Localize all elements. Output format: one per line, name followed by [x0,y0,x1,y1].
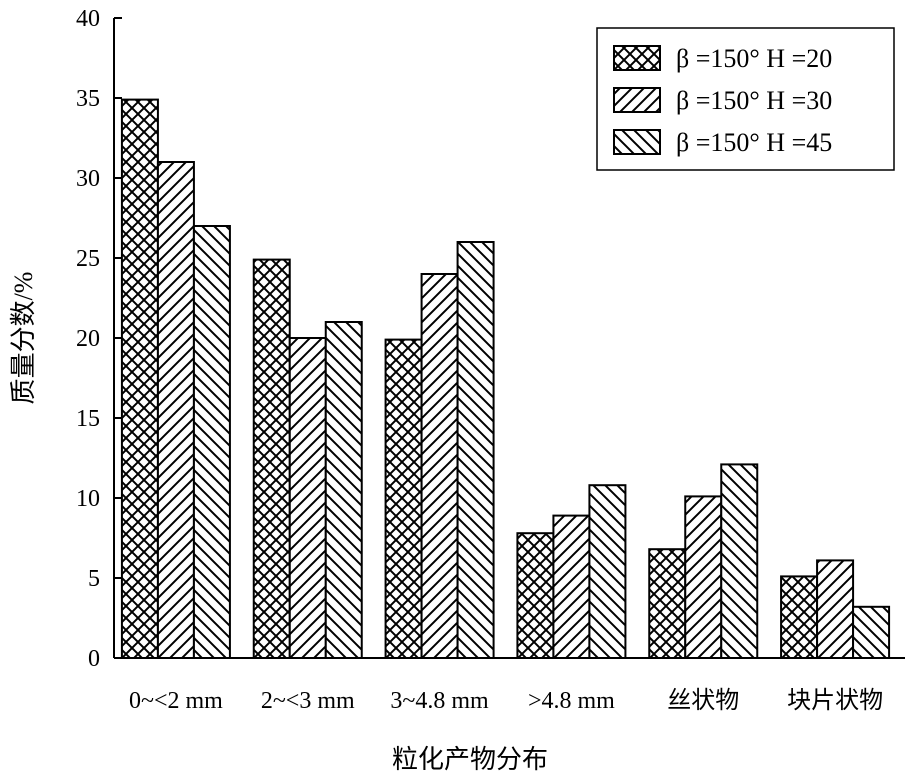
bar-1-6 [780,575,819,660]
bar-2-4 [552,514,591,659]
x-axis-title: 粒化产物分布 [392,745,548,774]
y-tick-label: 0 [88,646,100,672]
x-category-label: >4.8 mm [528,688,615,714]
y-tick-label: 20 [76,326,100,352]
x-category-label: 块片状物 [787,687,883,714]
legend-label-2: β =150° H =30 [676,86,832,115]
bar-3-4 [588,484,627,660]
y-axis-title: 质量分数/% [9,272,38,405]
bar-2-5 [684,495,723,659]
bar-2-3 [420,273,459,659]
bar-3-6 [852,605,891,659]
x-category-label: 2~<3 mm [261,688,355,714]
y-tick-label: 35 [76,86,100,112]
y-tick-label: 5 [88,566,100,592]
bar-1-5 [648,548,687,660]
legend: β =150° H =20 β =150° H =30 β =150° H =45 [596,27,895,171]
bar-3-5 [720,463,759,659]
x-category-labels: 0~<2 mm 2~<3 mm 3~4.8 mm >4.8 mm 丝状物 块片状物 [129,687,883,714]
bar-3-2 [324,321,363,659]
y-tick-label: 30 [76,166,100,192]
y-tick-label: 40 [76,6,100,32]
bar-1-1 [120,98,159,660]
bar-2-1 [156,161,195,659]
bar-3-1 [192,225,231,659]
bar-1-3 [384,338,423,659]
y-tick-label: 10 [76,486,100,512]
bars-layer [120,98,891,660]
legend-swatch-1 [613,45,661,71]
y-ticks: 0 5 10 15 20 25 30 35 40 [76,6,122,672]
x-category-label: 丝状物 [667,687,739,714]
legend-label-3: β =150° H =45 [676,128,832,157]
bar-3-3 [456,241,495,659]
y-tick-label: 25 [76,246,100,272]
bar-2-6 [816,559,855,660]
bar-1-4 [516,532,555,660]
legend-label-1: β =150° H =20 [676,44,832,73]
x-category-label: 0~<2 mm [129,688,223,714]
bar-2-2 [288,337,327,659]
bar-1-2 [252,258,291,659]
legend-swatch-3 [613,129,661,155]
legend-swatch-2 [613,87,661,113]
x-category-label: 3~4.8 mm [390,688,489,714]
y-tick-label: 15 [76,406,100,432]
